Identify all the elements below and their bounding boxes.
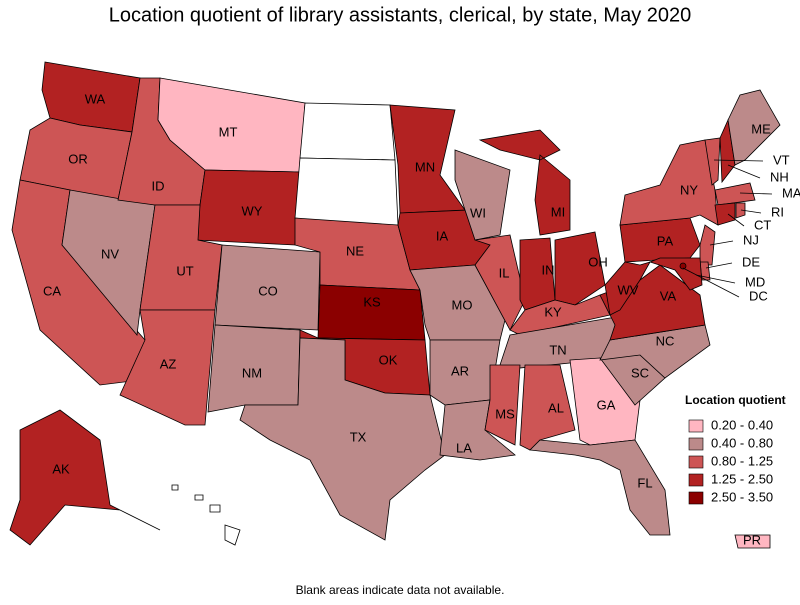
states (9, 61, 781, 549)
state-label: RI (771, 204, 784, 219)
state-label: OK (379, 352, 398, 367)
state (478, 129, 571, 236)
leader-line (695, 274, 736, 284)
legend-swatch (688, 455, 704, 469)
state-label: NE (346, 243, 364, 258)
state-label: AZ (160, 356, 177, 371)
state-labels: WA OR CA NV ID MT WY UT AZ CO NM NE KS OK TX MN IA MO AR LA… (43, 91, 800, 547)
state-label: IA (436, 228, 449, 243)
legend-swatch (688, 473, 704, 487)
state-label: NY (680, 182, 698, 197)
state-label: UT (176, 263, 193, 278)
state-label: ME (751, 121, 771, 136)
state-label: OH (588, 254, 608, 269)
state (714, 182, 756, 206)
legend-swatch (688, 491, 704, 505)
state (619, 139, 719, 226)
state-label: NH (770, 169, 789, 184)
state-label: KS (363, 294, 381, 309)
state-label: DC (749, 288, 768, 303)
state-label: WA (85, 91, 106, 106)
state (599, 264, 706, 341)
leader-line (727, 213, 745, 227)
state-label: GA (597, 397, 616, 412)
state-label: KY (544, 304, 562, 319)
state-label: MO (452, 297, 473, 312)
state (714, 202, 736, 226)
state-label: NV (101, 246, 119, 261)
state-label: CA (43, 283, 61, 298)
state-label: WI (470, 205, 486, 220)
state (484, 364, 521, 446)
state (704, 137, 721, 186)
state-label: MI (551, 204, 565, 219)
state (679, 262, 687, 270)
state-label: VT (773, 152, 790, 167)
state (648, 257, 703, 291)
state (299, 102, 396, 161)
state-label: LA (456, 440, 472, 455)
legend: 0.20 - 0.40 0.40 - 0.80 0.80 - 1.25 1.25 - … (688, 417, 773, 505)
state-label: AK (52, 461, 70, 476)
state-label: TN (549, 342, 566, 357)
state (554, 231, 606, 306)
legend-swatch (688, 419, 704, 433)
state-label: AL (548, 400, 564, 415)
state (735, 202, 746, 219)
state-label: DE (742, 254, 760, 269)
state-label: CT (754, 217, 771, 232)
state-label: FL (637, 475, 652, 490)
state (604, 261, 651, 316)
legend-label: 2.50 - 3.50 (711, 489, 773, 504)
state-label: PR (743, 532, 761, 547)
state (727, 89, 781, 166)
legend-label: 1.25 - 2.50 (711, 471, 773, 486)
state-label: NJ (743, 232, 759, 247)
state-label: SC (631, 365, 649, 380)
state-label: PA (657, 233, 674, 248)
legend-swatch (688, 437, 704, 451)
state-label: IN (542, 262, 555, 277)
state-label: NC (656, 333, 675, 348)
state (119, 309, 216, 426)
state (239, 337, 446, 541)
leader-line (682, 267, 740, 298)
state-label: OR (68, 151, 88, 166)
leader-line (740, 209, 762, 214)
state (317, 284, 426, 341)
leader-line (713, 159, 764, 162)
state (734, 534, 771, 549)
legend-label: 0.20 - 0.40 (711, 417, 773, 432)
state (529, 439, 671, 536)
state-label: WY (242, 203, 263, 218)
legend-title: Location quotient (685, 393, 786, 407)
state-label: WV (618, 282, 639, 297)
map-title: Location quotient of library assistants,… (109, 4, 692, 26)
state (699, 224, 716, 266)
leader-line (709, 240, 734, 246)
state-label: NM (242, 365, 262, 380)
state-label: MA (782, 185, 800, 200)
footnote: Blank areas indicate data not available. (296, 583, 505, 597)
leader-line (705, 262, 733, 269)
state (171, 484, 241, 546)
state-label: MS (495, 406, 515, 421)
state-label: MN (415, 159, 435, 174)
state (9, 409, 161, 546)
state-label: AR (451, 363, 469, 378)
state-label: TX (350, 429, 367, 444)
legend-label: 0.80 - 1.25 (711, 453, 773, 468)
state-label: IL (499, 265, 510, 280)
leader-line (727, 164, 761, 179)
state-label: CO (258, 283, 278, 298)
state-label: ID (152, 178, 165, 193)
legend-label: 0.40 - 0.80 (711, 435, 773, 450)
state-label: MT (219, 124, 238, 139)
state-label: MD (745, 274, 765, 289)
leader-line (739, 192, 773, 195)
state-label: VA (660, 288, 677, 303)
